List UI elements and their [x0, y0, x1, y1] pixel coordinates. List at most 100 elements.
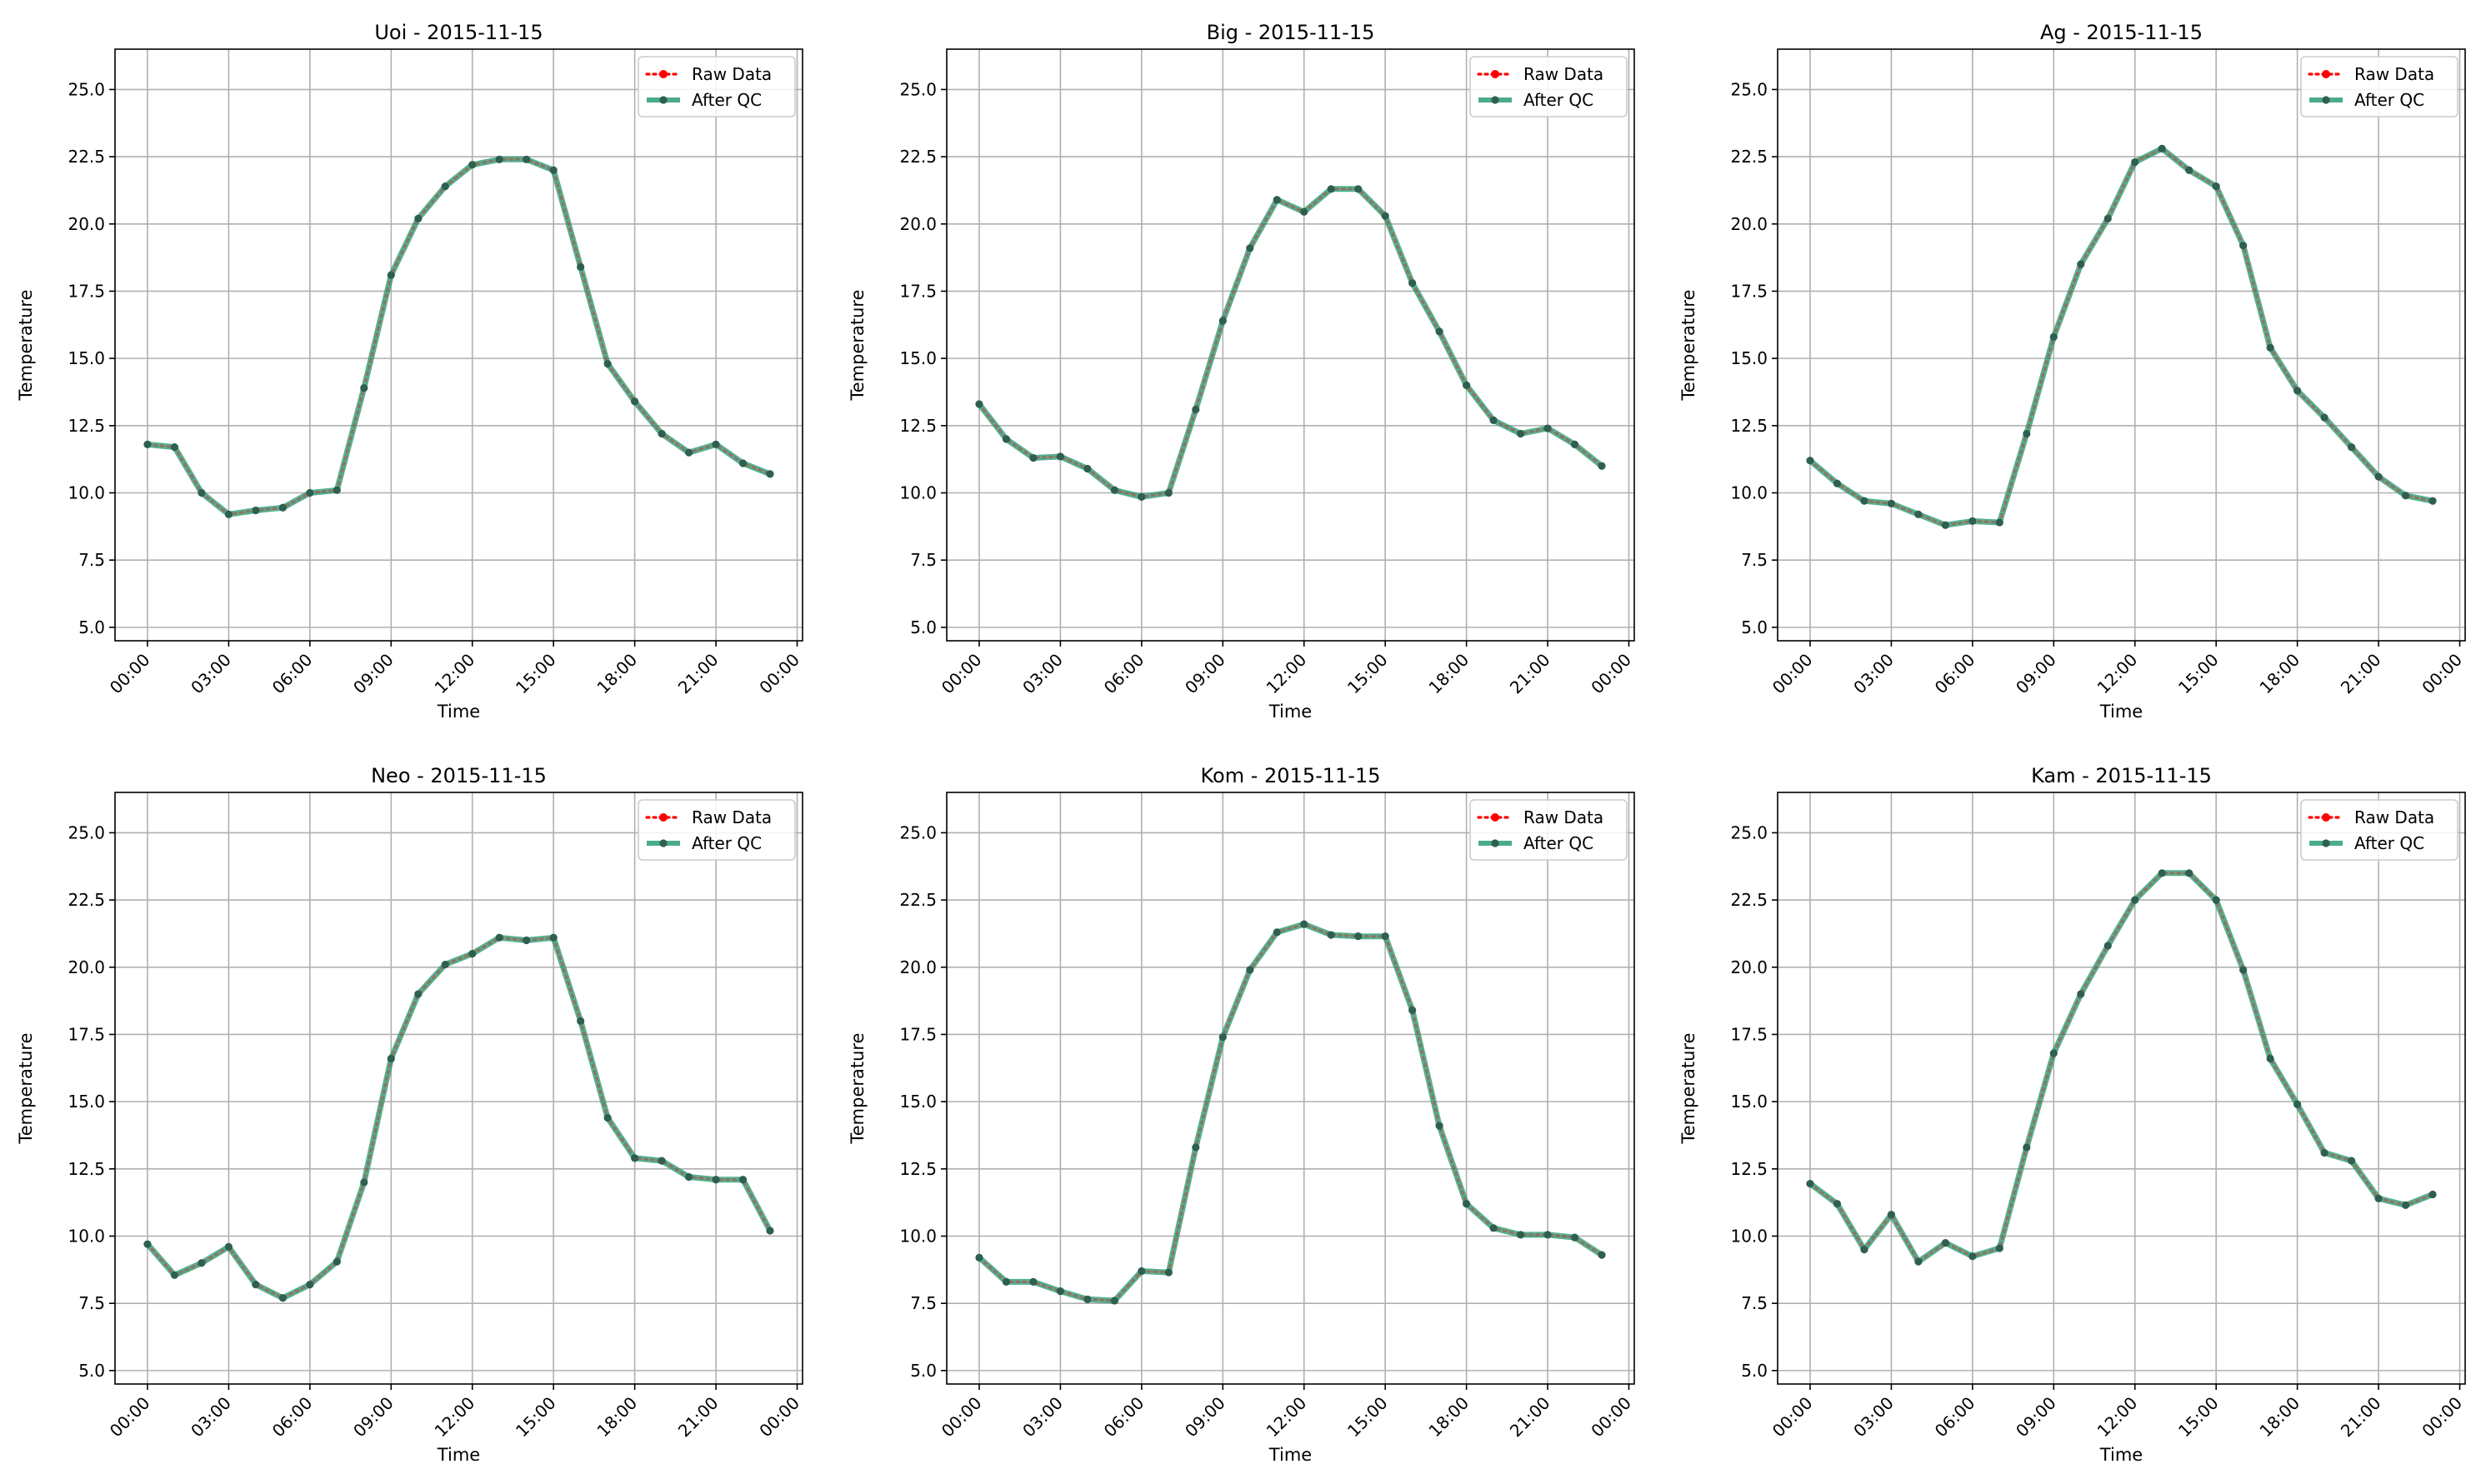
data-point: [2428, 1190, 2437, 1199]
x-tick-label: 15:00: [1343, 650, 1392, 698]
data-point: [333, 1257, 341, 1266]
data-point: [766, 470, 774, 478]
data-point: [2428, 497, 2437, 505]
data-point: [1887, 499, 1896, 508]
data-point: [224, 1242, 233, 1252]
series-line-after-qc: [144, 934, 773, 1302]
x-tick-label: 21:00: [674, 1393, 723, 1442]
data-point: [1598, 1251, 1606, 1259]
series-line-after-qc: [1807, 145, 2436, 528]
data-point: [333, 486, 341, 494]
x-tick-label: 00:00: [1768, 1393, 1817, 1442]
y-tick-label: 5.0: [910, 617, 937, 637]
subplot: 5.0 7.5 10.0 12.5 15.0 17.5 20.0 22.5 25.0 00:00 0…: [848, 764, 1635, 1465]
x-tick-label: 21:00: [1506, 1393, 1554, 1442]
data-point: [198, 488, 206, 497]
x-axis-label: Time: [2099, 702, 2143, 722]
y-tick-label: 7.5: [1741, 550, 1768, 570]
data-point: [2185, 166, 2193, 174]
legend-raw-data-label: Raw Data: [2354, 807, 2434, 827]
data-point: [712, 440, 720, 449]
x-tick-label: 03:00: [187, 1393, 235, 1442]
data-point: [1408, 279, 1417, 287]
legend-raw-data-label: Raw Data: [692, 807, 772, 827]
x-tick-label: 18:00: [2255, 650, 2303, 698]
y-tick-label: 25.0: [68, 79, 105, 99]
data-point: [1489, 416, 1498, 424]
y-tick-label: 25.0: [1730, 822, 1768, 842]
y-tick-label: 15.0: [68, 1092, 105, 1112]
data-point: [1083, 464, 1092, 473]
y-tick-label: 20.0: [68, 214, 105, 234]
y-tick-label: 5.0: [78, 1361, 105, 1381]
x-tick-label: 15:00: [1343, 1393, 1392, 1442]
legend: Raw Data After QC: [2300, 56, 2458, 117]
data-point: [577, 262, 585, 272]
data-point: [1968, 1252, 1977, 1261]
subplot-title: Big - 2015-11-15: [1207, 21, 1375, 44]
y-tick-label: 25.0: [899, 79, 937, 99]
x-tick-label: 15:00: [2174, 1393, 2223, 1442]
legend-after-qc-marker: [2322, 96, 2330, 104]
y-tick-label: 22.5: [899, 890, 937, 910]
data-point: [495, 155, 503, 163]
subplot-title: Neo - 2015-11-15: [371, 764, 547, 787]
legend-raw-data-label: Raw Data: [2354, 64, 2434, 84]
y-tick-label: 12.5: [1730, 1159, 1768, 1179]
plot-area: [947, 792, 1634, 1384]
x-tick-label: 03:00: [1849, 1393, 1898, 1442]
data-point: [1833, 479, 1842, 487]
y-tick-label: 22.5: [1730, 147, 1768, 167]
data-point: [1327, 931, 1335, 939]
y-axis-label: Temperature: [848, 289, 868, 401]
data-point: [603, 1113, 612, 1122]
data-point: [658, 1157, 666, 1165]
legend-raw-data-label: Raw Data: [692, 64, 772, 84]
data-point: [468, 161, 477, 169]
y-tick-label: 10.0: [1730, 483, 1768, 503]
x-tick-label: 00:00: [1768, 650, 1817, 698]
legend: Raw Data After QC: [638, 56, 796, 117]
x-tick-label: 06:00: [1931, 1393, 1979, 1442]
y-tick-label: 5.0: [78, 617, 105, 637]
data-point: [1192, 1143, 1200, 1152]
data-point: [1002, 1277, 1011, 1286]
data-point: [2347, 443, 2356, 452]
legend-after-qc-marker: [2322, 839, 2330, 847]
data-point: [306, 1280, 314, 1289]
data-point: [1860, 1246, 1868, 1254]
x-tick-label: 09:00: [1181, 1393, 1229, 1442]
x-tick-label: 03:00: [1018, 650, 1067, 698]
y-tick-label: 12.5: [68, 1159, 105, 1179]
data-point: [1598, 462, 1606, 470]
data-point: [441, 960, 449, 969]
data-point: [1246, 244, 1254, 252]
x-tick-label: 00:00: [2418, 1393, 2466, 1442]
x-axis-label: Time: [437, 1445, 480, 1465]
x-tick-label: 00:00: [755, 650, 803, 698]
data-point: [170, 443, 179, 452]
y-tick-label: 10.0: [1730, 1227, 1768, 1247]
y-tick-label: 20.0: [1730, 214, 1768, 234]
x-tick-label: 18:00: [1424, 650, 1473, 698]
x-tick-label: 12:00: [2093, 1393, 2142, 1442]
y-tick-label: 25.0: [68, 822, 105, 842]
series-line-raw-data: [146, 157, 772, 516]
data-point: [1354, 932, 1363, 941]
data-point: [1218, 317, 1227, 325]
data-point: [549, 933, 558, 942]
data-point: [441, 182, 449, 191]
y-axis-label: Temperature: [1678, 1032, 1698, 1144]
series-line-after-qc: [976, 186, 1605, 500]
axes-frame: [114, 48, 803, 642]
legend-after-qc-label: After QC: [2354, 833, 2424, 853]
data-point: [2185, 869, 2193, 877]
data-point: [1381, 212, 1389, 220]
y-tick-label: 17.5: [68, 281, 105, 301]
x-tick-label: 15:00: [512, 1393, 560, 1442]
data-point: [1941, 521, 1949, 529]
data-point: [2023, 1143, 2031, 1152]
series-line-after-qc: [976, 921, 1605, 1304]
data-point: [1029, 453, 1038, 462]
